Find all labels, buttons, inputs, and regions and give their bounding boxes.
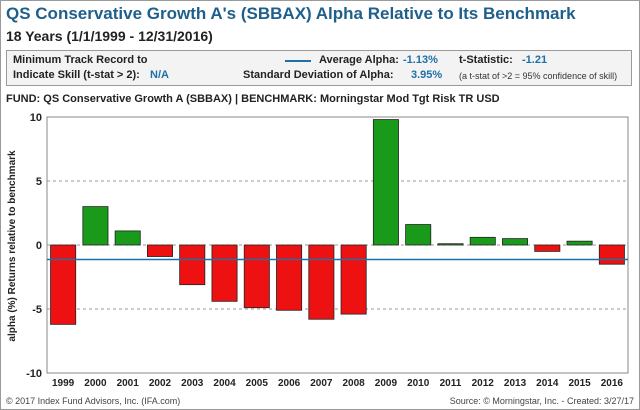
x-tick-label: 2014 bbox=[536, 378, 559, 389]
bar-2016 bbox=[598, 244, 625, 265]
bar-2000 bbox=[82, 206, 109, 246]
fund-benchmark-line: FUND: QS Conservative Growth A (SBBAX) |… bbox=[6, 93, 500, 105]
bar-2007 bbox=[308, 244, 335, 320]
footer-source: Source: © Morningstar, Inc. - Created: 3… bbox=[449, 396, 634, 406]
avg-alpha-label: Average Alpha: bbox=[319, 54, 399, 66]
footer-copyright: © 2017 Index Fund Advisors, Inc. (IFA.co… bbox=[6, 396, 181, 406]
x-tick-label: 2001 bbox=[117, 378, 140, 389]
bar-2009 bbox=[372, 119, 399, 246]
x-tick-label: 2012 bbox=[472, 378, 495, 389]
x-tick-label: 2011 bbox=[440, 378, 462, 389]
bar-2003 bbox=[179, 244, 206, 286]
y-axis-label: alpha (%) Returns relative to benchmark bbox=[7, 150, 18, 342]
min-track-value: N/A bbox=[150, 69, 169, 81]
std-dev-label: Standard Deviation of Alpha: bbox=[243, 69, 394, 81]
bar-2013 bbox=[502, 238, 529, 246]
y-tick-label: 10 bbox=[30, 112, 42, 124]
y-tick-label: 0 bbox=[36, 240, 42, 252]
chart-subtitle: 18 Years (1/1/1999 - 12/31/2016) bbox=[6, 28, 213, 44]
average-alpha-legend-line bbox=[285, 60, 311, 62]
bar-2010 bbox=[405, 224, 432, 246]
x-tick-label: 1999 bbox=[52, 378, 75, 389]
tstat-note: (a t-stat of >2 = 95% confidence of skil… bbox=[459, 71, 618, 81]
x-tick-label: 2002 bbox=[149, 378, 172, 389]
y-tick-label: -10 bbox=[26, 368, 42, 380]
tstat-label: t-Statistic: bbox=[459, 54, 513, 66]
x-tick-label: 2015 bbox=[568, 378, 591, 389]
chart-title: QS Conservative Growth A's (SBBAX) Alpha… bbox=[6, 4, 576, 23]
x-tick-label: 2016 bbox=[601, 378, 624, 389]
bar-2012 bbox=[469, 236, 496, 246]
bar-2008 bbox=[340, 244, 367, 315]
x-tick-label: 2013 bbox=[504, 378, 527, 389]
x-tick-label: 2009 bbox=[375, 378, 398, 389]
x-tick-label: 2000 bbox=[84, 378, 107, 389]
x-tick-label: 2005 bbox=[246, 378, 269, 389]
bar-2015 bbox=[566, 240, 593, 246]
bar-1999 bbox=[50, 244, 77, 325]
y-tick-label: -5 bbox=[32, 304, 42, 316]
bar-2011 bbox=[437, 243, 464, 246]
x-tick-label: 2010 bbox=[407, 378, 430, 389]
min-track-label-line2: Indicate Skill (t-stat > 2): bbox=[13, 69, 140, 81]
tstat-value: -1.21 bbox=[522, 54, 548, 66]
bar-2002 bbox=[146, 244, 173, 257]
x-tick-label: 2004 bbox=[213, 378, 236, 389]
std-dev-value: 3.95% bbox=[411, 69, 443, 81]
bar-2004 bbox=[211, 244, 238, 302]
x-tick-label: 2003 bbox=[181, 378, 204, 389]
bar-2006 bbox=[276, 244, 303, 311]
x-tick-label: 2006 bbox=[278, 378, 301, 389]
bar-2005 bbox=[243, 244, 270, 309]
stats-box: Minimum Track Record to Indicate Skill (… bbox=[6, 50, 632, 86]
bar-2014 bbox=[534, 244, 561, 252]
y-tick-label: 5 bbox=[36, 176, 42, 188]
bar-2001 bbox=[114, 230, 141, 246]
x-tick-label: 2008 bbox=[343, 378, 366, 389]
min-track-label-line1: Minimum Track Record to bbox=[13, 54, 148, 66]
x-tick-label: 2007 bbox=[310, 378, 333, 389]
avg-alpha-value: -1.13% bbox=[403, 54, 438, 66]
